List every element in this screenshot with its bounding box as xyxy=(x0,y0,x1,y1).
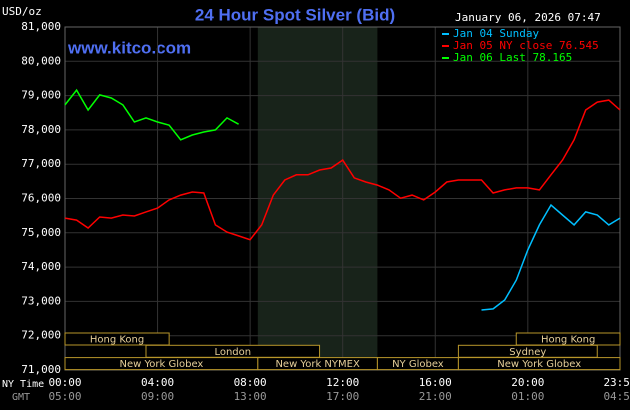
timestamp: January 06, 2026 07:47 xyxy=(455,11,601,24)
x2-row-label: GMT xyxy=(12,392,30,403)
y-tick-label: 74,000 xyxy=(21,260,61,273)
x-tick-label: 12:00 xyxy=(326,376,359,389)
x-tick-label: 00:00 xyxy=(48,376,81,389)
x-tick-label: 08:00 xyxy=(234,376,267,389)
series-line xyxy=(481,203,621,311)
x-tick-label: 04:00 xyxy=(141,376,174,389)
x-tick-label: 16:00 xyxy=(419,376,452,389)
legend-label: Jan 04 Sunday xyxy=(453,27,539,40)
y-tick-label: 73,000 xyxy=(21,294,61,307)
x2-tick-label: 17:00 xyxy=(326,390,359,403)
legend-label: Jan 05 NY close 76.545 xyxy=(453,39,599,52)
series-line xyxy=(64,88,239,141)
x2-tick-label: 09:00 xyxy=(141,390,174,403)
session-label: London xyxy=(214,347,251,358)
y-tick-label: 79,000 xyxy=(21,89,61,102)
y-tick-label: 75,000 xyxy=(21,226,61,239)
session-label: New York Globex xyxy=(497,359,581,370)
session-box xyxy=(64,332,170,346)
unit-label: USD/oz xyxy=(2,5,42,18)
session-label: Hong Kong xyxy=(90,335,144,346)
y-tick-label: 81,000 xyxy=(21,20,61,33)
x-row-label: NY Time xyxy=(2,379,44,390)
session-label: Hong Kong xyxy=(541,335,595,346)
y-tick-label: 76,000 xyxy=(21,192,61,205)
session-label: New York Globex xyxy=(119,359,203,370)
x-tick-label: 23:59 xyxy=(603,376,630,389)
x2-tick-label: 01:00 xyxy=(511,390,544,403)
y-tick-label: 72,000 xyxy=(21,329,61,342)
session-box xyxy=(457,357,621,371)
y-tick-label: 71,000 xyxy=(21,363,61,376)
watermark: www.kitco.com xyxy=(67,38,191,57)
y-tick-label: 78,000 xyxy=(21,123,61,136)
y-tick-label: 77,000 xyxy=(21,157,61,170)
session-label: New York NYMEX xyxy=(275,359,360,370)
session-label: Sydney xyxy=(509,347,546,358)
x2-tick-label: 21:00 xyxy=(419,390,452,403)
y-tick-label: 80,000 xyxy=(21,54,61,67)
series-line xyxy=(64,99,621,241)
legend-label: Jan 06 Last 78.165 xyxy=(453,51,572,64)
x2-tick-label: 05:00 xyxy=(48,390,81,403)
x-tick-label: 20:00 xyxy=(511,376,544,389)
x2-tick-label: 13:00 xyxy=(234,390,267,403)
chart-title: 24 Hour Spot Silver (Bid) xyxy=(195,5,395,24)
x2-tick-label: 04:59 xyxy=(603,390,630,403)
session-label: NY Globex xyxy=(392,359,444,370)
